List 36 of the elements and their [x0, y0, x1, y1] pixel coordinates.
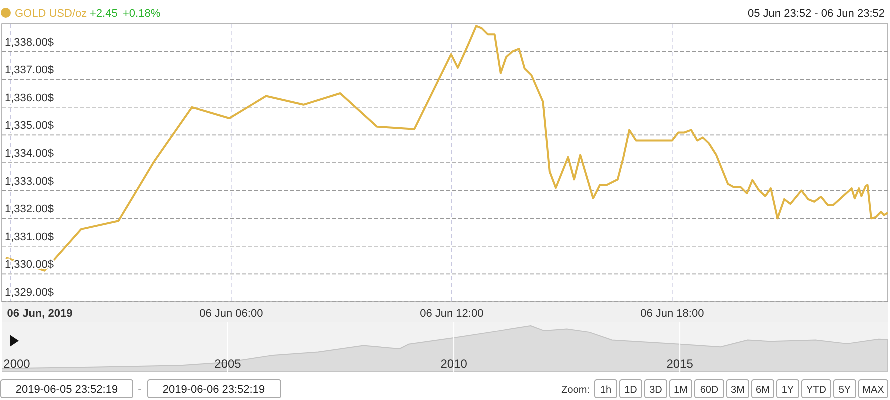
legend-label: GOLD USD/oz: [15, 8, 88, 20]
text: 60D: [700, 385, 719, 396]
y-tick-label: 1,337.00$: [5, 64, 54, 77]
text: 3M: [731, 385, 745, 396]
y-tick-label: 1,332.00$: [5, 204, 54, 216]
text: 1M: [674, 385, 688, 396]
x-tick-label: 2015: [666, 357, 694, 371]
x-tick-label: 2005: [214, 357, 242, 371]
text: 2019-06-06 23:52:19: [162, 384, 266, 396]
y-tick-label: 1,333.00$: [5, 176, 54, 188]
y-tick-label: 1,331.00$: [5, 231, 54, 244]
y-tick-label: 1,338.00$: [5, 36, 54, 49]
y-tick-label: 1,335.00$: [5, 120, 54, 132]
x-tick-label: 2000: [4, 357, 31, 371]
text: 5Y: [838, 385, 852, 396]
text: +2.45: [90, 8, 118, 20]
x-tick-label: 06 Jun 18:00: [640, 308, 704, 320]
text: 6M: [756, 385, 770, 396]
text: 1D: [624, 385, 638, 396]
x-tick-label: 06 Jun 12:00: [420, 308, 484, 320]
text: 3D: [650, 385, 662, 396]
text: YTD: [806, 385, 826, 396]
y-tick-label: 1,336.00$: [5, 92, 54, 104]
text: +0.18%: [123, 8, 161, 20]
x-tick-label: 06 Jun 06:00: [200, 308, 264, 320]
text: 05 Jun 23:52 - 06 Jun 23:52: [748, 8, 885, 20]
text: Zoom:: [562, 385, 590, 396]
text: 1h: [600, 385, 612, 396]
x-tick-label: 06 Jun, 2019: [7, 308, 73, 320]
text: 2019-06-05 23:52:19: [16, 384, 118, 396]
y-tick-label: 1,329.00$: [5, 287, 54, 299]
text: -: [138, 384, 142, 396]
x-tick-label: 2010: [440, 357, 468, 371]
y-tick-label: 1,334.00$: [5, 148, 54, 160]
text: 1Y: [782, 385, 794, 396]
text: MAX: [862, 385, 885, 396]
